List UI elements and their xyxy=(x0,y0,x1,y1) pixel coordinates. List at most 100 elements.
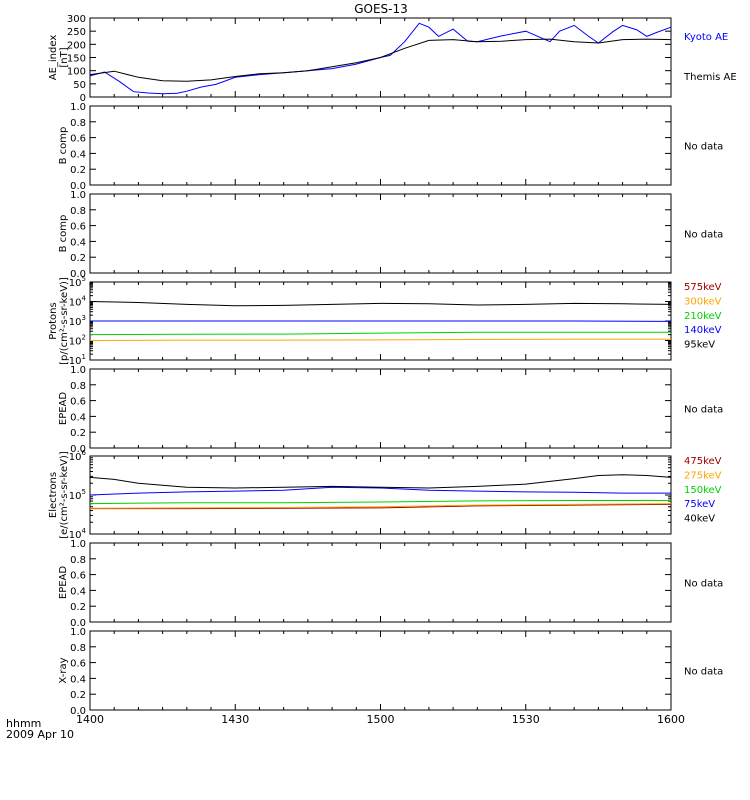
y-tick-label: 0.8 xyxy=(70,643,86,654)
time-tick-label: 1600 xyxy=(657,713,685,726)
date-label: 2009 Apr 10 xyxy=(6,728,74,741)
y-tick-label: 0.6 xyxy=(70,222,86,233)
y-axis-label: X-ray xyxy=(58,657,69,683)
y-tick-label: 1.0 xyxy=(70,539,86,550)
y-tick-label: 50 xyxy=(73,80,86,91)
y-tick-label: 101 xyxy=(69,353,86,367)
time-tick-label: 1430 xyxy=(221,713,249,726)
no-data-label: No data xyxy=(684,142,723,153)
y-axis-label: EPEAD xyxy=(58,566,69,600)
panel-frame xyxy=(89,368,672,449)
legend-entry: 75keV xyxy=(684,499,715,510)
panels: 0 50 100 150 200 250 300 AE_index [nT] Kyoto AE Th… xyxy=(48,14,737,726)
y-tick-label: 1.0 xyxy=(70,627,86,638)
panel-frame xyxy=(89,193,672,274)
time-tick-label: 1400 xyxy=(76,713,104,726)
panel-frame xyxy=(89,542,672,623)
y-tick-label: 0 xyxy=(80,93,86,104)
y-tick-label: 0.2 xyxy=(70,253,86,264)
legend-entry: 150keV xyxy=(684,485,722,496)
y-tick-label: 102 xyxy=(69,334,86,348)
legend-entry: 475keV xyxy=(684,456,722,467)
series-line-themis-ae xyxy=(89,38,672,82)
series-line-475kev xyxy=(90,503,672,510)
y-tick-label: 0.0 xyxy=(70,444,86,455)
legend-entry: 575keV xyxy=(684,282,722,293)
y-tick-label: 0.6 xyxy=(70,397,86,408)
panel-frame xyxy=(89,105,672,186)
panel-frame xyxy=(89,630,672,711)
panel-4: 101 102 103 104 105 Protons [p/(cm²-s-sr-keV)]… xyxy=(48,275,722,367)
y-tick-label: 100 xyxy=(67,67,86,78)
y-tick-label: 0.2 xyxy=(70,165,86,176)
legend-entry: 210keV xyxy=(684,311,722,322)
y-tick-label: 0.2 xyxy=(70,690,86,701)
y-tick-label: 150 xyxy=(67,54,86,65)
y-tick-label: 300 xyxy=(67,14,86,25)
panel-8: 0.0 0.2 0.4 0.6 0.8 1.0 X-ray No data xyxy=(58,627,723,717)
y-tick-label: 0.0 xyxy=(70,618,86,629)
legend-entry: Themis AE xyxy=(683,72,737,83)
y-axis-label: [p/(cm²-s-sr-keV)] xyxy=(59,277,70,365)
y-axis-label: EPEAD xyxy=(58,392,69,426)
y-tick-label: 106 xyxy=(69,449,87,463)
y-tick-label: 0.4 xyxy=(70,412,86,423)
legend-entry: Kyoto AE xyxy=(684,32,728,43)
y-tick-label: 0.4 xyxy=(70,237,86,248)
no-data-label: No data xyxy=(684,667,723,678)
y-tick-label: 0.4 xyxy=(70,586,86,597)
panel-frame xyxy=(89,455,672,535)
no-data-label: No data xyxy=(684,405,723,416)
y-tick-label: 0.8 xyxy=(70,206,86,217)
y-tick-label: 0.4 xyxy=(70,149,86,160)
series-line-150kev xyxy=(89,500,671,505)
y-axis-label: B comp xyxy=(58,127,69,165)
legend-entry: 300keV xyxy=(684,296,722,307)
time-unit-label: hhmm xyxy=(6,717,41,730)
y-tick-label: 250 xyxy=(67,27,86,38)
y-tick-label: 104 xyxy=(69,295,87,309)
y-tick-label: 0.0 xyxy=(70,181,86,192)
time-tick-label: 1500 xyxy=(367,713,395,726)
y-axis-label: [e/(cm²-s-sr-keV)] xyxy=(59,451,70,539)
y-tick-label: 0.8 xyxy=(70,118,86,129)
panel-5: 0.0 0.2 0.4 0.6 0.8 1.0 EPEAD No data xyxy=(58,365,723,455)
y-axis-label: AE_index xyxy=(48,35,59,81)
y-tick-label: 1.0 xyxy=(70,365,86,376)
no-data-label: No data xyxy=(684,579,723,590)
legend-entry: 40keV xyxy=(684,514,715,525)
y-axis-label: [nT] xyxy=(59,47,70,67)
y-tick-label: 0.6 xyxy=(70,134,86,145)
series-line-300kev xyxy=(89,338,671,341)
y-tick-label: 0.8 xyxy=(70,381,86,392)
y-tick-label: 1.0 xyxy=(70,102,86,113)
legend-entry: 95keV xyxy=(684,340,715,351)
y-tick-label: 0.4 xyxy=(70,674,86,685)
y-tick-label: 0.6 xyxy=(70,659,86,670)
series-line-40kev xyxy=(89,474,672,489)
y-tick-label: 0.0 xyxy=(70,269,86,280)
series-line-210kev xyxy=(89,331,671,336)
no-data-label: No data xyxy=(684,230,723,241)
time-tick-label: 1530 xyxy=(512,713,540,726)
y-tick-label: 103 xyxy=(69,314,86,328)
y-tick-label: 105 xyxy=(69,275,86,289)
panel-6: 104 105 106 Electrons [e/(cm²-s-sr-keV)] 475k… xyxy=(48,449,722,541)
y-axis-label: Electrons xyxy=(48,472,59,518)
series-line-kyoto-ae xyxy=(89,22,672,95)
panel-7: 0.0 0.2 0.4 0.6 0.8 1.0 EPEAD No data xyxy=(58,539,723,629)
y-tick-label: 0.2 xyxy=(70,602,86,613)
y-tick-label: 0.0 xyxy=(70,706,86,717)
series-line-75kev xyxy=(89,486,671,496)
legend-entry: 275keV xyxy=(684,470,722,481)
y-tick-label: 0.6 xyxy=(70,571,86,582)
y-tick-label: 0.2 xyxy=(70,428,86,439)
series-line-275kev xyxy=(89,503,672,509)
panel-2: 0.0 0.2 0.4 0.6 0.8 1.0 B comp No data xyxy=(58,102,723,192)
y-tick-label: 0.8 xyxy=(70,555,86,566)
legend-entry: 140keV xyxy=(684,325,722,336)
y-tick-label: 105 xyxy=(69,488,86,502)
y-axis-label: Protons xyxy=(48,302,59,339)
panel-1: 0 50 100 150 200 250 300 AE_index [nT] Kyoto AE Th… xyxy=(48,14,737,104)
y-axis-label: B comp xyxy=(58,215,69,253)
